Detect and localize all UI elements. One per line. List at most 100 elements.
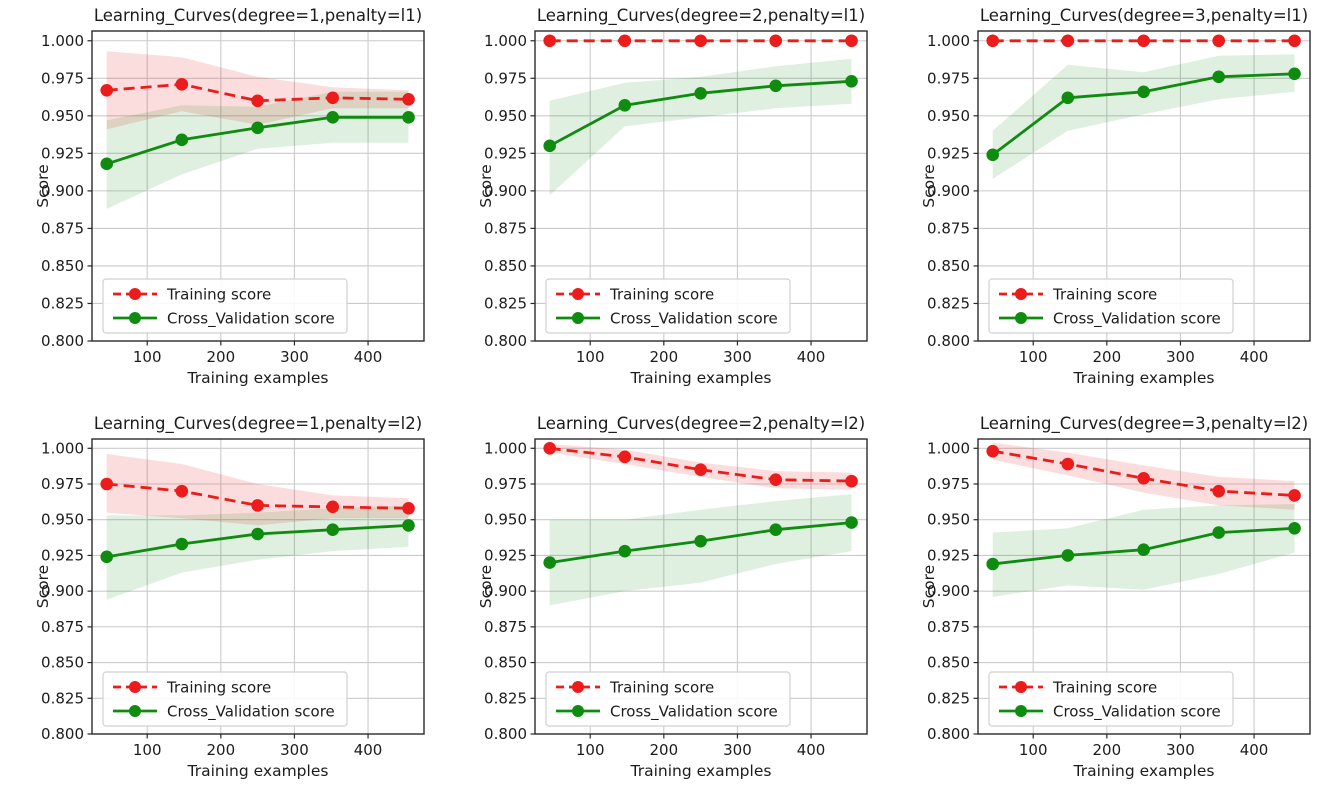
cv-marker — [694, 87, 707, 100]
training-marker — [326, 500, 340, 514]
legend-cv-marker — [129, 705, 141, 717]
cv-marker — [402, 519, 415, 532]
y-tick-label: 0.850 — [484, 654, 527, 672]
y-tick-label: 0.950 — [484, 107, 527, 125]
axes-spines — [91, 30, 425, 342]
legend-training-marker — [129, 288, 141, 300]
subplot-title: Learning_Curves(degree=2,penalty=l1) — [537, 6, 865, 26]
training-marker — [618, 450, 632, 464]
y-tick-label: 0.875 — [927, 618, 970, 636]
subplot-title: Learning_Curves(degree=1,penalty=l2) — [94, 414, 422, 434]
x-tick-label: 400 — [354, 741, 383, 759]
y-tick-label: 0.975 — [927, 475, 970, 493]
y-tick-label: 1.000 — [484, 439, 527, 457]
x-tick-label: 200 — [207, 741, 236, 759]
y-tick-label: 0.900 — [41, 182, 84, 200]
y-tick-label: 0.850 — [927, 654, 970, 672]
legend: Training score Cross_Validation score — [102, 671, 348, 727]
cv-marker — [175, 133, 189, 147]
cv-marker — [694, 534, 707, 548]
ticks — [87, 447, 369, 739]
chart-svg: 100 200 300 400 1.000 0.975 0.950 0.925 0.900 0.8… — [920, 6, 1311, 387]
y-tick-label: 0.925 — [41, 546, 84, 564]
cv-marker — [326, 111, 340, 124]
y-tick-label: 0.825 — [484, 689, 527, 707]
cv-marker — [543, 139, 557, 153]
subplot-degree2-penalty-l1: 100 200 300 400 1.000 0.975 0.950 0.925 0.900 0.8… — [443, 0, 886, 396]
legend-training-marker — [129, 681, 141, 693]
training-marker — [543, 441, 557, 455]
legend-label: Cross_Validation score — [167, 310, 335, 329]
legend-training-marker — [1015, 681, 1027, 693]
y-tick-label: 0.875 — [41, 618, 84, 636]
y-tick-label: 0.900 — [927, 182, 970, 200]
y-tick-label: 0.950 — [41, 511, 84, 529]
training-marker — [100, 83, 114, 97]
y-tick-label: 0.875 — [484, 219, 527, 237]
legend-box — [545, 671, 791, 727]
cv-band — [549, 494, 852, 606]
y-tick-label: 0.825 — [927, 294, 970, 312]
x-tick-label: 300 — [280, 741, 309, 759]
x-tick-label: 300 — [723, 741, 752, 759]
legend-training-marker — [572, 288, 584, 300]
y-axis-label: Score — [477, 164, 495, 207]
training-marker — [251, 499, 264, 512]
y-tick-label: 0.800 — [484, 332, 527, 350]
cv-marker — [986, 557, 1000, 571]
y-axis-label: Score — [920, 164, 938, 207]
training-marker — [402, 501, 415, 515]
subplot-degree1-penalty-l2: 100 200 300 400 1.000 0.975 0.950 0.925 0.900 0.8… — [0, 396, 443, 792]
cv-marker — [402, 111, 415, 124]
cv-marker — [769, 79, 783, 93]
cv-marker — [100, 550, 114, 564]
subplot-degree1-penalty-l1: 100 200 300 400 1.000 0.975 0.950 0.925 0.900 0.8… — [0, 0, 443, 396]
y-tick-label: 0.950 — [41, 107, 84, 125]
y-tick-label: 0.900 — [484, 182, 527, 200]
y-tick-label: 1.000 — [484, 32, 527, 50]
training-marker — [845, 34, 858, 48]
subplot-degree2-penalty-l2: 100 200 300 400 1.000 0.975 0.950 0.925 0.900 0.8… — [443, 396, 886, 792]
y-tick-label: 0.900 — [927, 582, 970, 600]
y-tick-label: 0.950 — [927, 511, 970, 529]
cv-marker — [845, 516, 858, 529]
legend-cv-marker — [572, 312, 584, 324]
y-axis-label: Score — [920, 565, 938, 608]
chart-svg: 100 200 300 400 1.000 0.975 0.950 0.925 0.900 0.8… — [920, 414, 1311, 780]
ticks — [530, 447, 812, 739]
y-tick-label: 0.825 — [41, 294, 84, 312]
x-tick-label: 300 — [280, 348, 309, 366]
cv-marker — [326, 523, 340, 537]
legend-label: Cross_Validation score — [610, 310, 778, 329]
axes-spines — [977, 438, 1311, 735]
legend-label: Training score — [166, 679, 271, 697]
legend-cv-marker — [1015, 312, 1027, 324]
y-tick-label: 0.850 — [927, 257, 970, 275]
x-tick-label: 200 — [1093, 741, 1122, 759]
y-tick-label: 0.900 — [484, 582, 527, 600]
legend-label: Cross_Validation score — [1053, 310, 1221, 329]
legend-label: Training score — [609, 679, 714, 697]
x-axis-label: Training examples — [630, 762, 772, 780]
cv-marker — [543, 556, 557, 569]
legend-box — [102, 278, 348, 334]
training-marker — [1137, 471, 1150, 485]
training-marker — [769, 34, 783, 48]
cv-marker — [769, 523, 783, 537]
cv-marker — [1288, 521, 1301, 535]
y-tick-label: 0.950 — [484, 511, 527, 529]
y-tick-label: 0.875 — [927, 219, 970, 237]
legend-box — [988, 671, 1234, 727]
subplot-title: Learning_Curves(degree=3,penalty=l1) — [980, 6, 1308, 26]
training-marker — [175, 484, 189, 498]
ticks — [973, 447, 1255, 739]
y-tick-label: 0.850 — [484, 257, 527, 275]
y-tick-label: 0.925 — [484, 144, 527, 162]
y-tick-label: 0.825 — [484, 294, 527, 312]
y-tick-label: 0.850 — [41, 654, 84, 672]
legend: Training score Cross_Validation score — [545, 278, 791, 334]
x-tick-label: 100 — [1019, 741, 1048, 759]
x-axis-label: Training examples — [630, 369, 772, 387]
x-tick-label: 300 — [1166, 741, 1195, 759]
legend-box — [988, 278, 1234, 334]
